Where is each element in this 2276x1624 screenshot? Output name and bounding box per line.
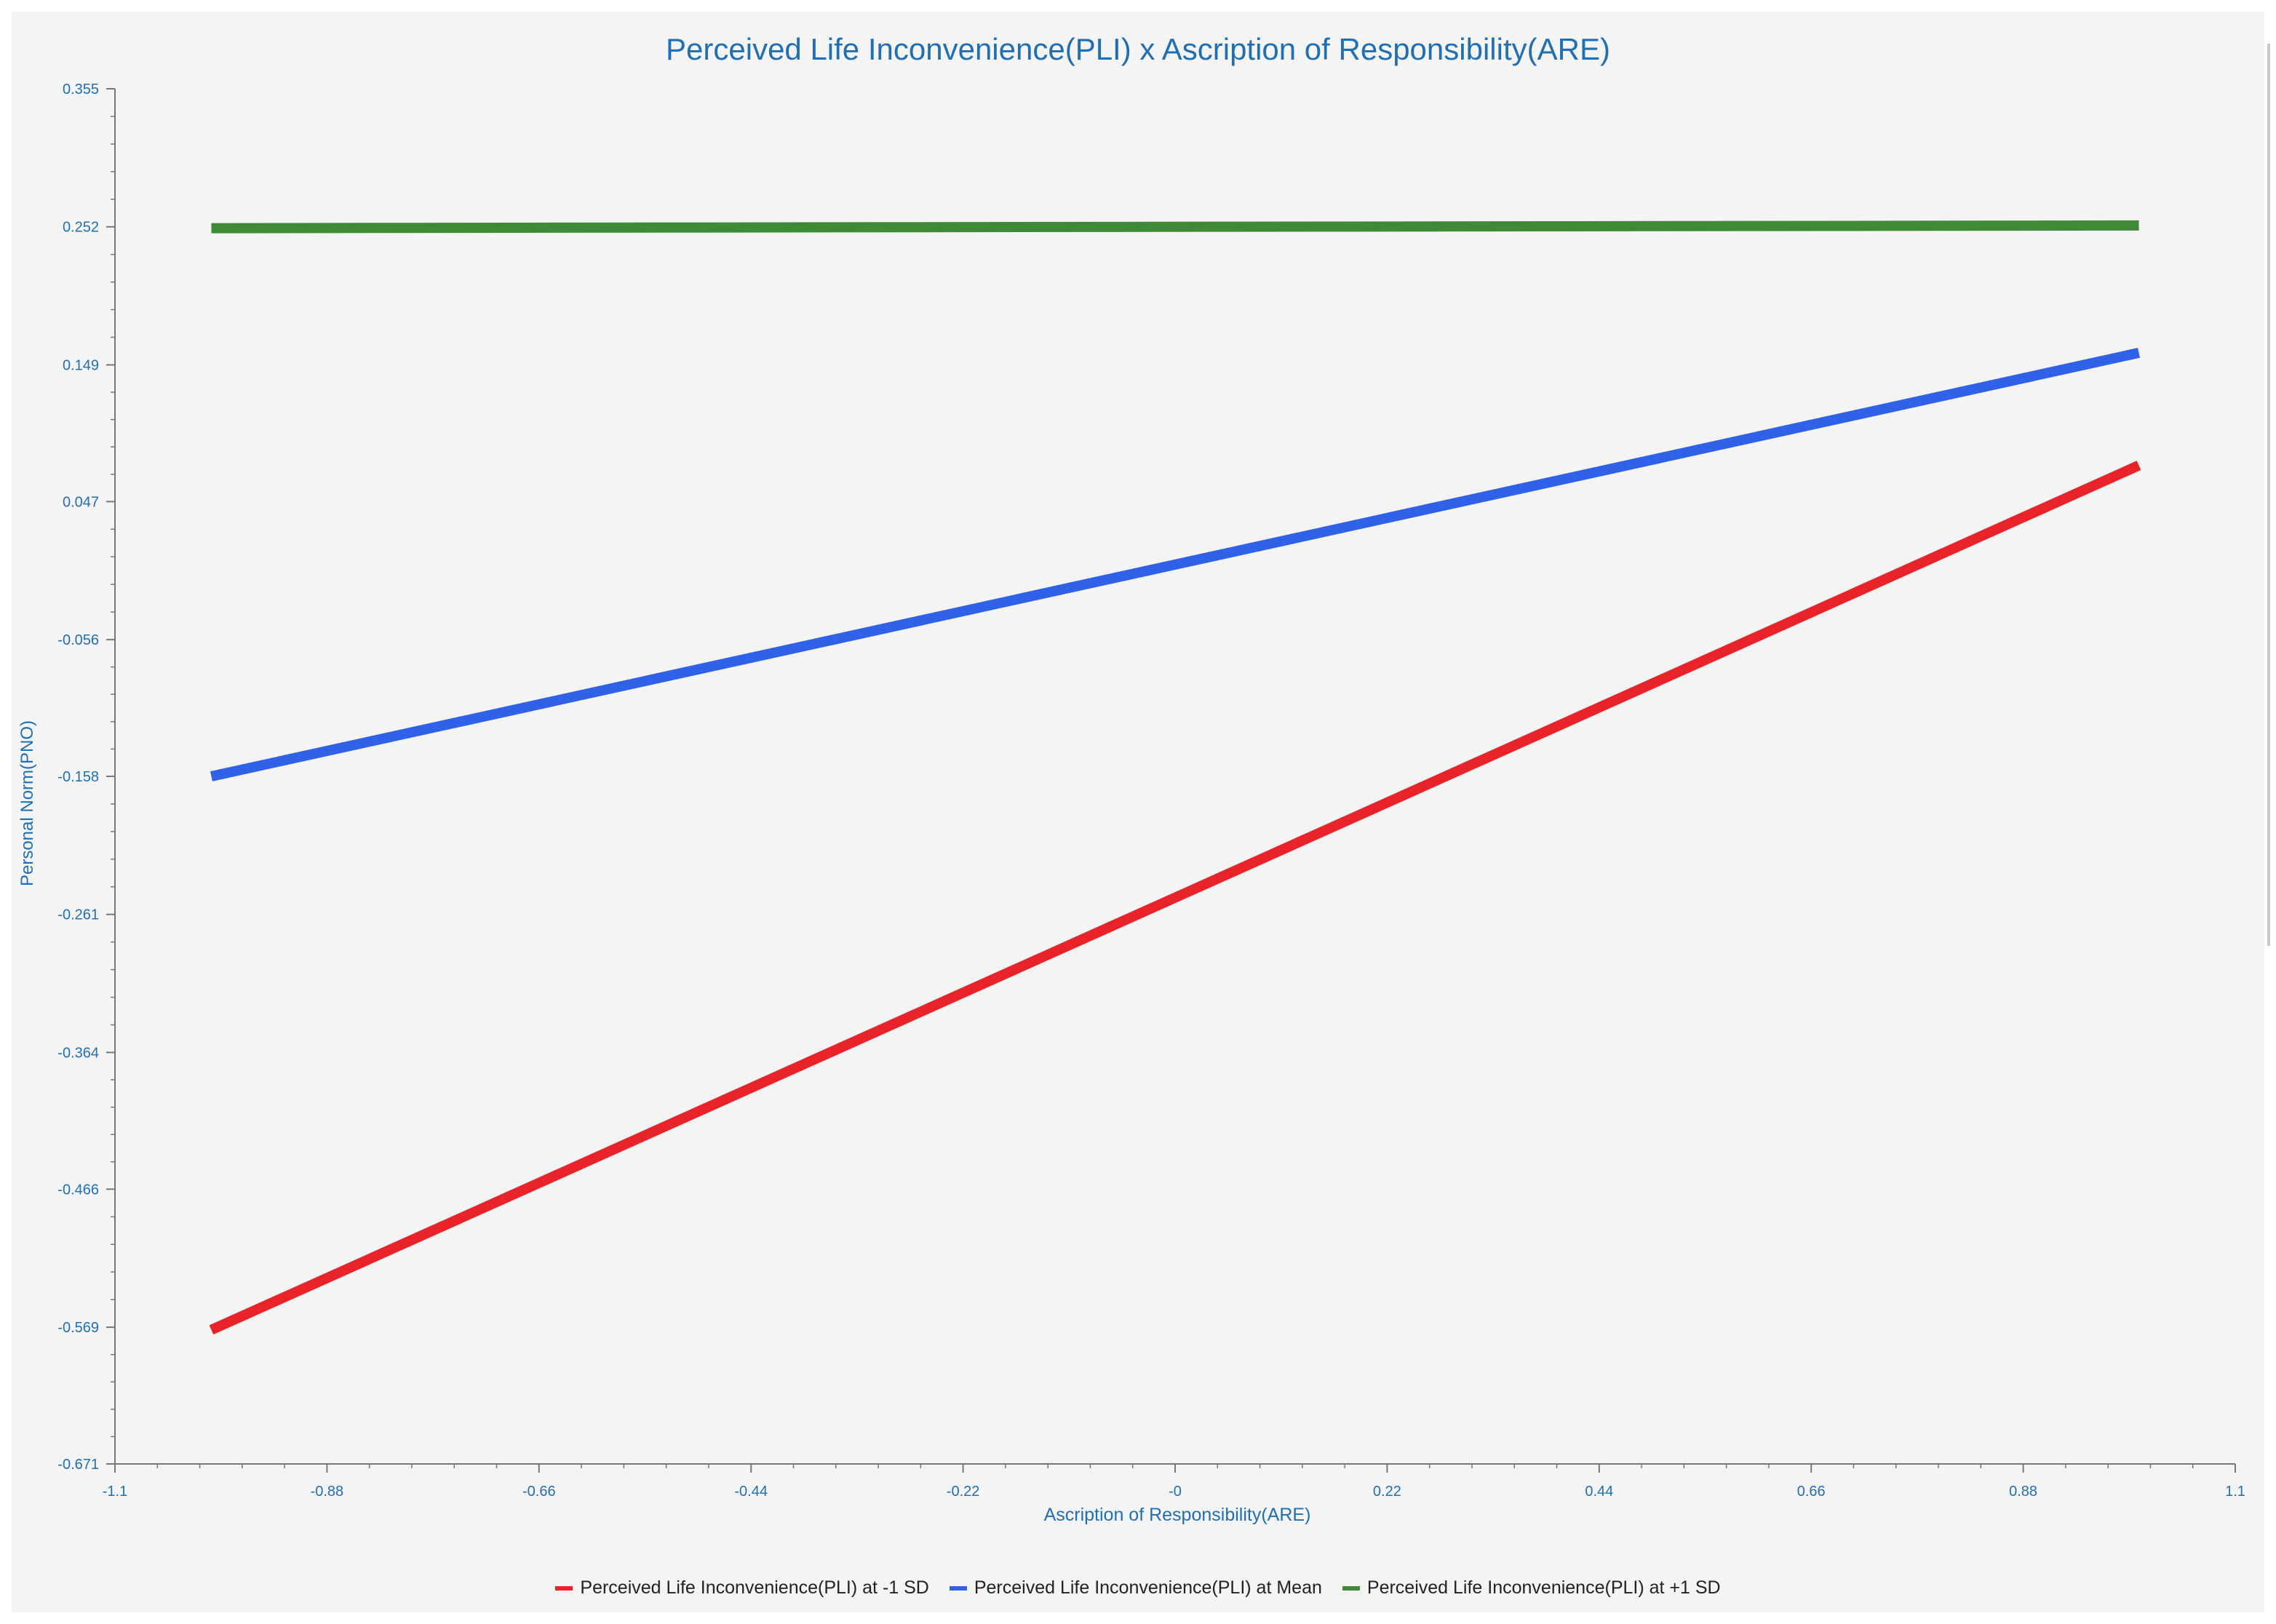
legend-swatch-green — [1342, 1585, 1360, 1591]
x-tick-label: 1.1 — [2225, 1484, 2245, 1500]
x-tick-label: -0.66 — [522, 1484, 556, 1500]
x-tick-label: -1.1 — [103, 1484, 127, 1500]
series-line-2 — [210, 348, 2141, 781]
legend-label: Perceived Life Inconvenience(PLI) at +1 … — [1366, 1577, 1721, 1598]
x-axis-label: Ascription of Responsibility(ARE) — [1043, 1505, 1311, 1525]
x-tick-label: -0.22 — [947, 1484, 980, 1500]
y-tick-label: -0.158 — [57, 769, 99, 785]
y-tick-label: 0.149 — [63, 357, 99, 373]
y-tick-label: 0.047 — [63, 494, 99, 510]
legend-item[interactable]: Perceived Life Inconvenience(PLI) at +1 … — [1342, 1577, 1721, 1599]
x-tick-label: 0.22 — [1373, 1484, 1401, 1500]
x-tick-label: 0.44 — [1585, 1484, 1613, 1500]
y-tick-label: -0.569 — [57, 1320, 99, 1336]
x-tick-label: 0.66 — [1797, 1484, 1826, 1500]
y-tick-label: 0.355 — [63, 81, 99, 97]
legend-swatch-blue — [949, 1585, 967, 1591]
series-line-1 — [209, 461, 2141, 1335]
legend-item[interactable]: Perceived Life Inconvenience(PLI) at -1 … — [555, 1577, 929, 1599]
y-tick-label: -0.671 — [57, 1457, 99, 1473]
x-tick-label: -0.44 — [734, 1484, 768, 1500]
chart-panel — [12, 12, 2264, 1612]
series-line-3 — [211, 220, 2139, 234]
y-tick-label: -0.261 — [57, 907, 99, 923]
legend-swatch-red — [555, 1585, 573, 1591]
x-tick-label: 0.88 — [2009, 1484, 2037, 1500]
legend-label: Perceived Life Inconvenience(PLI) at -1 … — [580, 1577, 929, 1598]
y-tick-label: -0.056 — [57, 632, 99, 648]
x-tick-label: -0 — [1169, 1484, 1182, 1500]
y-tick-label: -0.466 — [57, 1182, 99, 1198]
legend-label: Perceived Life Inconvenience(PLI) at Mea… — [974, 1577, 1322, 1598]
y-tick-label: 0.252 — [63, 220, 99, 236]
scrollbar[interactable] — [2267, 44, 2270, 946]
legend: Perceived Life Inconvenience(PLI) at -1 … — [0, 1577, 2276, 1599]
x-tick-label: -0.88 — [311, 1484, 344, 1500]
legend-item[interactable]: Perceived Life Inconvenience(PLI) at Mea… — [949, 1577, 1322, 1599]
chart-title: Perceived Life Inconvenience(PLI) x Ascr… — [666, 32, 1610, 66]
y-tick-label: -0.364 — [57, 1045, 99, 1061]
